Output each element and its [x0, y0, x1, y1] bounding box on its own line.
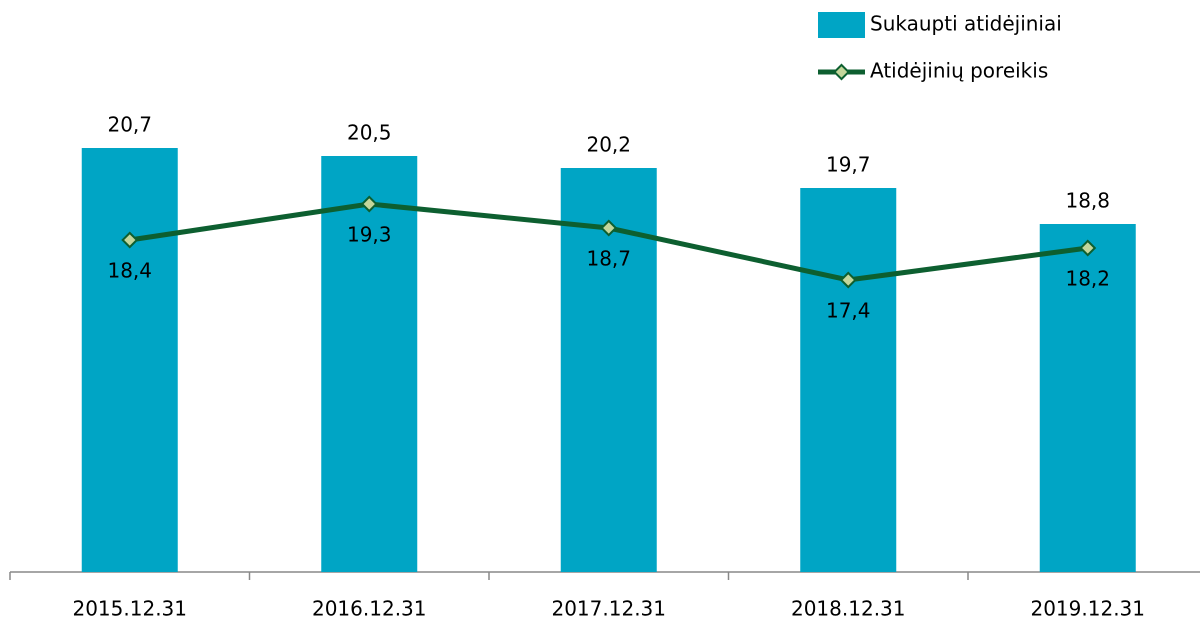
- bar-label: 19,7: [826, 153, 871, 177]
- marker: [1079, 239, 1097, 257]
- bar-label: 20,7: [107, 113, 152, 137]
- bar: [81, 148, 178, 572]
- legend-marker: [833, 63, 850, 81]
- bar-label: 20,5: [347, 121, 392, 145]
- bar-label: 20,2: [586, 133, 631, 157]
- legend-swatch: [818, 12, 865, 38]
- bar-label: 18,8: [1065, 189, 1110, 213]
- line-label: 18,7: [586, 247, 631, 271]
- marker: [121, 231, 139, 249]
- line-label: 18,2: [1065, 267, 1110, 291]
- marker: [600, 219, 618, 237]
- line-label: 18,4: [107, 259, 152, 283]
- line-label: 19,3: [347, 223, 392, 247]
- bar: [1039, 224, 1136, 572]
- marker: [360, 195, 378, 213]
- bar: [321, 156, 418, 572]
- bar: [800, 188, 897, 572]
- line-label: 17,4: [826, 299, 871, 323]
- marker: [839, 271, 857, 289]
- x-tick-label: 2017.12.31: [551, 597, 666, 621]
- x-tick-label: 2015.12.31: [72, 597, 187, 621]
- legend-label: Sukaupti atidėjiniai: [870, 12, 1062, 36]
- x-tick-label: 2019.12.31: [1030, 597, 1145, 621]
- x-tick-label: 2018.12.31: [791, 597, 906, 621]
- legend-label: Atidėjinių poreikis: [870, 59, 1048, 83]
- x-tick-label: 2016.12.31: [312, 597, 427, 621]
